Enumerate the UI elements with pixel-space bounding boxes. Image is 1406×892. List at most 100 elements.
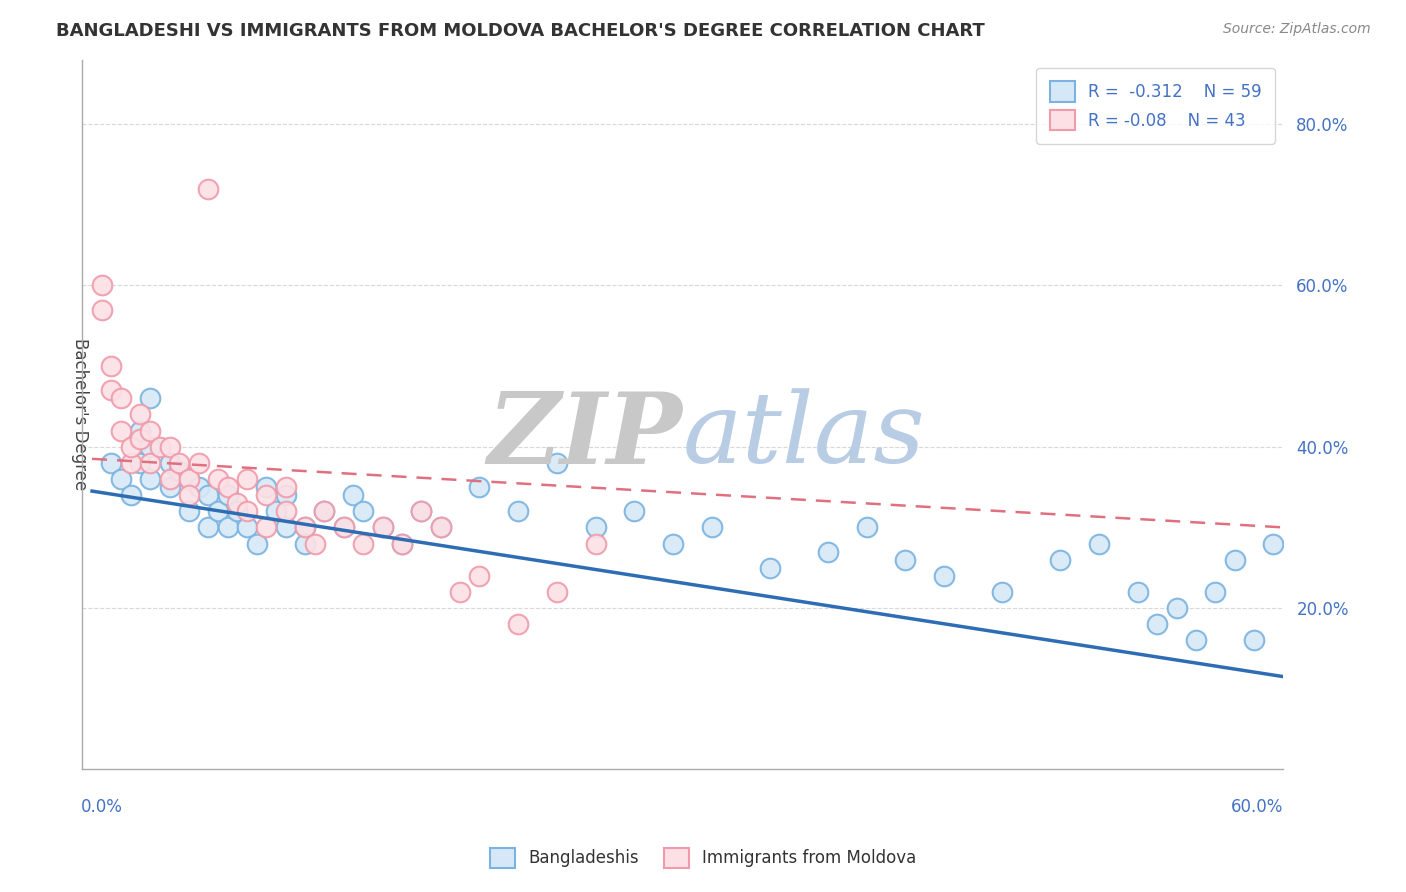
Legend: Bangladeshis, Immigrants from Moldova: Bangladeshis, Immigrants from Moldova [484, 841, 922, 875]
Point [167, 464, 190, 478]
Point [177, 472, 200, 486]
Point [1126, 585, 1149, 599]
Point [759, 560, 782, 574]
Point [352, 536, 374, 550]
Point [1223, 552, 1246, 566]
Point [894, 552, 917, 566]
Point [411, 504, 433, 518]
Point [129, 424, 152, 438]
Point [100, 456, 122, 470]
Point [700, 520, 723, 534]
Point [90, 302, 112, 317]
Point [100, 384, 122, 398]
Point [187, 480, 209, 494]
Point [991, 585, 1014, 599]
Y-axis label: Bachelor's Degree: Bachelor's Degree [72, 338, 89, 491]
Point [120, 488, 142, 502]
Point [371, 520, 394, 534]
Point [90, 278, 112, 293]
Point [662, 536, 685, 550]
Point [159, 440, 181, 454]
Point [129, 432, 152, 446]
Point [1088, 536, 1111, 550]
Point [1263, 536, 1285, 550]
Point [120, 440, 142, 454]
Point [411, 504, 433, 518]
Point [246, 536, 269, 550]
Point [508, 504, 530, 518]
Point [217, 480, 239, 494]
Point [449, 585, 471, 599]
Point [207, 504, 229, 518]
Point [159, 480, 181, 494]
Point [110, 392, 132, 406]
Point [197, 520, 219, 534]
Point [623, 504, 645, 518]
Point [352, 504, 374, 518]
Point [294, 536, 316, 550]
Point [236, 472, 259, 486]
Point [546, 456, 568, 470]
Text: ZIP: ZIP [488, 387, 683, 484]
Legend: R =  -0.312    N = 59, R = -0.08    N = 43: R = -0.312 N = 59, R = -0.08 N = 43 [1036, 68, 1275, 144]
Point [177, 488, 200, 502]
Point [1204, 585, 1226, 599]
Point [468, 568, 491, 582]
Point [217, 520, 239, 534]
Point [274, 504, 297, 518]
Point [207, 472, 229, 486]
Point [110, 424, 132, 438]
Point [314, 504, 336, 518]
Point [294, 520, 316, 534]
Point [546, 585, 568, 599]
Point [391, 536, 413, 550]
Point [371, 520, 394, 534]
Point [1185, 633, 1208, 648]
Point [139, 456, 162, 470]
Point [855, 520, 877, 534]
Point [1243, 633, 1265, 648]
Point [817, 544, 839, 558]
Point [585, 536, 607, 550]
Point [236, 520, 259, 534]
Point [294, 520, 316, 534]
Point [429, 520, 451, 534]
Text: atlas: atlas [683, 388, 925, 483]
Point [197, 488, 219, 502]
Point [177, 504, 200, 518]
Point [226, 504, 249, 518]
Point [129, 408, 152, 422]
Point [274, 480, 297, 494]
Point [254, 520, 277, 534]
Point [264, 504, 287, 518]
Point [391, 536, 413, 550]
Point [217, 488, 239, 502]
Point [120, 456, 142, 470]
Point [254, 488, 277, 502]
Point [159, 456, 181, 470]
Point [226, 496, 249, 510]
Point [139, 472, 162, 486]
Text: 0.0%: 0.0% [82, 798, 124, 816]
Point [274, 488, 297, 502]
Point [139, 440, 162, 454]
Point [934, 568, 956, 582]
Point [314, 504, 336, 518]
Point [100, 359, 122, 373]
Text: Source: ZipAtlas.com: Source: ZipAtlas.com [1223, 22, 1371, 37]
Point [333, 520, 356, 534]
Point [167, 456, 190, 470]
Point [139, 424, 162, 438]
Point [304, 536, 326, 550]
Point [1166, 601, 1188, 615]
Point [468, 480, 491, 494]
Point [429, 520, 451, 534]
Point [236, 504, 259, 518]
Point [159, 472, 181, 486]
Point [1146, 617, 1168, 632]
Point [197, 181, 219, 195]
Point [342, 488, 364, 502]
Point [149, 440, 172, 454]
Point [585, 520, 607, 534]
Point [139, 392, 162, 406]
